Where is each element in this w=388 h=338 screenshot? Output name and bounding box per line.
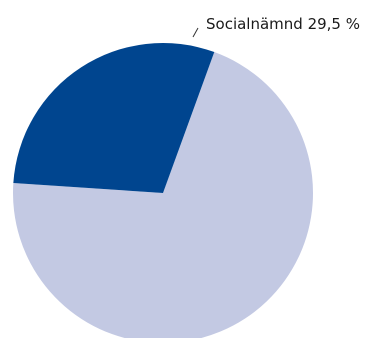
pie-slice-socialn-mnd — [13, 43, 215, 193]
slice-label-socialnamnd: Socialnämnd 29,5 % — [206, 15, 360, 33]
slice-label-leader-line — [192, 27, 199, 38]
pie-slice-other — [13, 52, 313, 338]
pie-slices — [13, 43, 313, 338]
